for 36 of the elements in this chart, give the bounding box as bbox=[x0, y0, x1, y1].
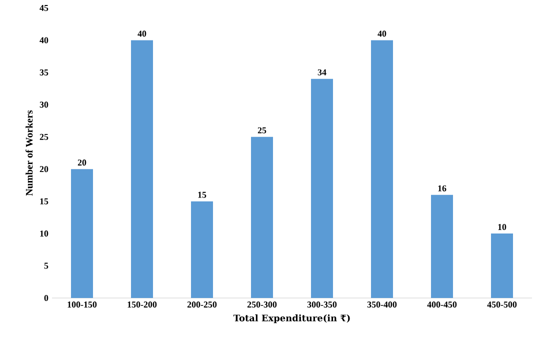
x-tick-label: 250-300 bbox=[247, 302, 277, 308]
x-tick-label: 350-400 bbox=[367, 302, 397, 308]
x-tick-label: 100-150 bbox=[68, 302, 97, 308]
x-tick-label: 450-500 bbox=[487, 302, 517, 308]
x-tick-label: 400-450 bbox=[427, 302, 457, 308]
y-tick-label: 0 bbox=[44, 294, 48, 302]
data-label: 15 bbox=[198, 192, 206, 198]
y-tick-label: 35 bbox=[40, 69, 48, 76]
y-tick-label: 40 bbox=[40, 37, 48, 44]
data-label: 20 bbox=[78, 160, 86, 166]
y-tick-label: 20 bbox=[40, 166, 48, 172]
bar bbox=[131, 40, 153, 298]
bar bbox=[191, 201, 213, 298]
y-tick-label: 5 bbox=[44, 262, 48, 269]
bar bbox=[251, 136, 274, 298]
bar bbox=[311, 78, 334, 298]
x-axis-title: Total Expenditure(in ₹) bbox=[233, 314, 350, 324]
x-tick-label: 200-250 bbox=[187, 302, 217, 308]
y-tick-label: 25 bbox=[40, 134, 48, 140]
y-tick-label: 15 bbox=[40, 198, 48, 204]
x-tick-label: 150-200 bbox=[128, 302, 157, 308]
y-tick-label: 30 bbox=[40, 102, 48, 108]
data-label: 40 bbox=[378, 30, 386, 37]
x-tick-label: 300-350 bbox=[307, 302, 337, 308]
bar bbox=[431, 194, 454, 298]
bar bbox=[371, 40, 394, 298]
data-label: 40 bbox=[138, 30, 146, 37]
data-label: 25 bbox=[258, 127, 266, 134]
bar bbox=[71, 169, 93, 298]
bar bbox=[491, 234, 514, 298]
y-axis-title: Number of Workers bbox=[26, 110, 33, 196]
data-label: 34 bbox=[318, 69, 326, 76]
y-tick-label: 10 bbox=[40, 230, 48, 237]
data-label: 10 bbox=[498, 224, 506, 230]
data-label: 16 bbox=[438, 185, 446, 192]
y-tick-label: 45 bbox=[40, 5, 48, 11]
